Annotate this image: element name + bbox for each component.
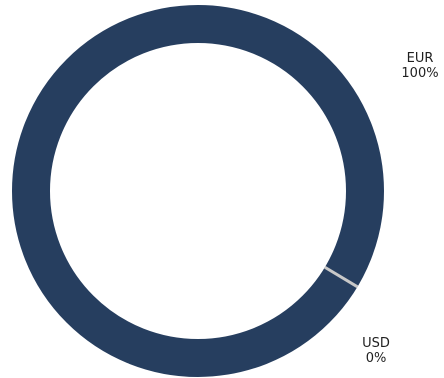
slice-label-usd: USD 0%	[355, 336, 397, 366]
slices-layer	[12, 5, 384, 377]
slice-category-usd: USD	[362, 336, 390, 351]
slice-eur	[12, 5, 384, 377]
slice-value-eur: 100%	[401, 66, 439, 81]
slice-category-eur: EUR	[406, 51, 434, 66]
slice-value-usd: 0%	[365, 351, 387, 366]
slice-usd	[324, 265, 359, 289]
slice-label-eur: EUR 100%	[398, 51, 442, 81]
